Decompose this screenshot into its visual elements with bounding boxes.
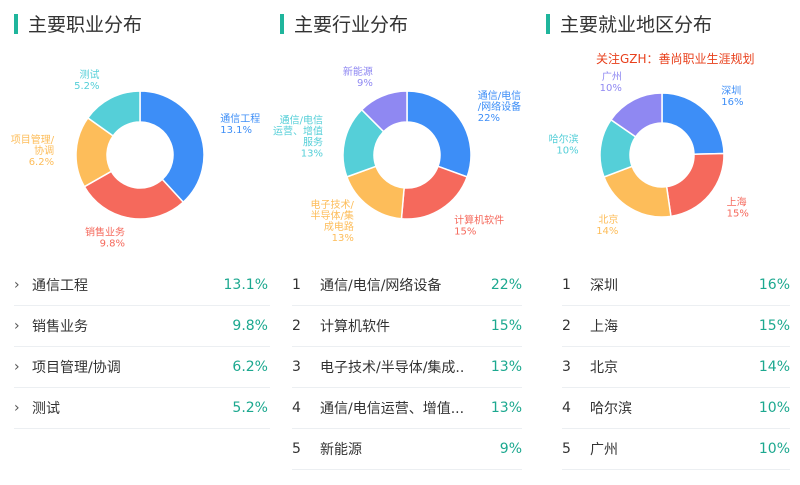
occupation-donut-chart: 通信工程 13.1% 销售业务 9.8% 项目管理/协调 6.2% 测试 5.2% — [11, 68, 261, 250]
title-accent-bar — [546, 13, 550, 34]
item-name: 项目管理/协调 — [32, 360, 121, 376]
list-item[interactable]: › 项目管理/协调 6.2% — [14, 347, 270, 388]
slice-label: 新能源 9% — [343, 65, 373, 89]
item-name: 销售业务 — [32, 319, 88, 335]
rank-number: 4 — [562, 400, 571, 416]
panel-title: 主要行业分布 — [280, 10, 408, 37]
industry-donut-chart: 通信/电信/网络设备 22% 计算机软件 15% 电子技术/半导体/集成电路 13% 通信/… — [273, 65, 521, 244]
item-percentage: 6.2% — [232, 359, 268, 375]
item-name: 通信工程 — [32, 278, 88, 294]
follow-notice: 关注GZH：善尚职业生涯规划 — [596, 52, 755, 66]
chevron-right-icon: › — [14, 318, 20, 334]
item-name: 通信/电信/网络设备 — [320, 278, 442, 294]
slice-label: 哈尔滨 10% — [549, 133, 579, 157]
donut-slice[interactable] — [360, 90, 408, 133]
item-percentage: 22% — [490, 277, 522, 293]
list-item[interactable]: 5 广州 10% — [562, 429, 790, 470]
item-name: 哈尔滨 — [590, 401, 632, 417]
item-percentage: 5.2% — [232, 400, 268, 416]
donut-slice[interactable] — [609, 92, 663, 138]
list-item[interactable]: 4 哈尔滨 10% — [562, 388, 790, 429]
panel-title-text: 主要职业分布 — [28, 14, 143, 36]
panel-title: 主要职业分布 — [14, 10, 142, 37]
slice-label: 通信工程 13.1% — [220, 113, 260, 136]
list-item[interactable]: 1 通信/电信/网络设备 22% — [292, 265, 522, 306]
rank-number: 5 — [562, 441, 571, 457]
item-percentage: 9.8% — [232, 318, 268, 334]
slice-label: 上海 15% — [727, 195, 749, 219]
slice-label: 销售业务 9.8% — [85, 225, 125, 249]
item-percentage: 10% — [758, 441, 790, 457]
donut-slice[interactable] — [406, 90, 472, 178]
donut-slice[interactable] — [661, 92, 725, 155]
occupation-list: › 通信工程 13.1% › 销售业务 9.8% › 项目管理/协调 6.2% › 测试 5.2% — [14, 265, 270, 429]
item-name: 广州 — [590, 442, 618, 458]
donut-slice[interactable] — [665, 152, 725, 218]
item-percentage: 16% — [758, 277, 790, 293]
panel-title-text: 主要就业地区分布 — [560, 14, 713, 36]
item-percentage: 13% — [490, 359, 522, 375]
item-percentage: 15% — [490, 318, 522, 334]
item-percentage: 10% — [758, 400, 790, 416]
slice-label: 广州 10% — [600, 71, 622, 94]
item-name: 测试 — [32, 401, 60, 417]
item-name: 新能源 — [320, 442, 362, 458]
rank-number: 2 — [562, 318, 571, 334]
rank-number: 1 — [292, 277, 301, 293]
title-accent-bar — [280, 13, 284, 34]
donut-slice[interactable] — [86, 90, 141, 137]
donut-slice[interactable] — [139, 90, 205, 204]
item-name: 通信/电信运营、增值... — [320, 401, 464, 417]
industry-list: 1 通信/电信/网络设备 22% 2 计算机软件 15% 3 电子技术/半导体/集成... 13… — [292, 265, 522, 470]
item-name: 电子技术/半导体/集成... — [320, 360, 464, 376]
list-item[interactable]: 4 通信/电信运营、增值... 13% — [292, 388, 522, 429]
list-item[interactable]: 5 新能源 9% — [292, 429, 522, 470]
rank-number: 3 — [292, 359, 301, 375]
industry-panel: 主要行业分布 通信/电信/网络设备 22% 计算机软件 15% 电子技术/半导体/集成电… — [272, 0, 542, 485]
slice-label: 测试 5.2% — [74, 68, 99, 92]
slice-label: 深圳 16% — [721, 85, 743, 108]
slice-label: 通信/电信运营、增值服务 13% — [273, 113, 323, 159]
region-panel: 主要就业地区分布 关注GZH：善尚职业生涯规划 深圳 16% 上海 15% 北京 14% 哈… — [540, 0, 800, 485]
slice-label: 通信/电信/网络设备 22% — [478, 89, 521, 124]
panel-title: 主要就业地区分布 — [546, 10, 712, 37]
rank-number: 5 — [292, 441, 301, 457]
item-percentage: 13.1% — [223, 277, 268, 293]
rank-number: 3 — [562, 359, 571, 375]
list-item[interactable]: › 销售业务 9.8% — [14, 306, 270, 347]
slice-label: 项目管理/协调 6.2% — [11, 133, 55, 168]
slice-label: 北京 14% — [596, 213, 618, 237]
title-accent-bar — [14, 13, 18, 34]
item-name: 上海 — [590, 319, 618, 335]
list-item[interactable]: › 通信工程 13.1% — [14, 265, 270, 306]
item-name: 计算机软件 — [320, 319, 390, 335]
donut-slice[interactable] — [83, 170, 185, 220]
item-percentage: 15% — [758, 318, 790, 334]
donut-slice[interactable] — [400, 165, 469, 220]
list-item[interactable]: 2 上海 15% — [562, 306, 790, 347]
slice-label: 电子技术/半导体/集成电路 13% — [310, 198, 354, 244]
chevron-right-icon: › — [14, 359, 20, 375]
region-list: 1 深圳 16% 2 上海 15% 3 北京 14% 4 哈尔滨 10% 5 广州 10% — [562, 265, 790, 470]
list-item[interactable]: 2 计算机软件 15% — [292, 306, 522, 347]
region-donut-chart: 深圳 16% 上海 15% 北京 14% 哈尔滨 10% 广州 10% — [549, 71, 749, 237]
item-percentage: 14% — [758, 359, 790, 375]
list-item[interactable]: 1 深圳 16% — [562, 265, 790, 306]
rank-number: 4 — [292, 400, 301, 416]
occupation-panel: 主要职业分布 通信工程 13.1% 销售业务 9.8% 项目管理/协调 6.2% 测试 5.2… — [0, 0, 270, 485]
item-name: 深圳 — [590, 278, 618, 294]
rank-number: 1 — [562, 277, 571, 293]
rank-number: 2 — [292, 318, 301, 334]
list-item[interactable]: 3 电子技术/半导体/集成... 13% — [292, 347, 522, 388]
slice-label: 计算机软件 15% — [454, 213, 504, 237]
chevron-right-icon: › — [14, 400, 20, 416]
chevron-right-icon: › — [14, 277, 20, 293]
list-item[interactable]: › 测试 5.2% — [14, 388, 270, 429]
item-name: 北京 — [590, 360, 618, 376]
item-percentage: 9% — [499, 441, 522, 457]
list-item[interactable]: 3 北京 14% — [562, 347, 790, 388]
item-percentage: 13% — [490, 400, 522, 416]
panel-title-text: 主要行业分布 — [294, 14, 409, 36]
